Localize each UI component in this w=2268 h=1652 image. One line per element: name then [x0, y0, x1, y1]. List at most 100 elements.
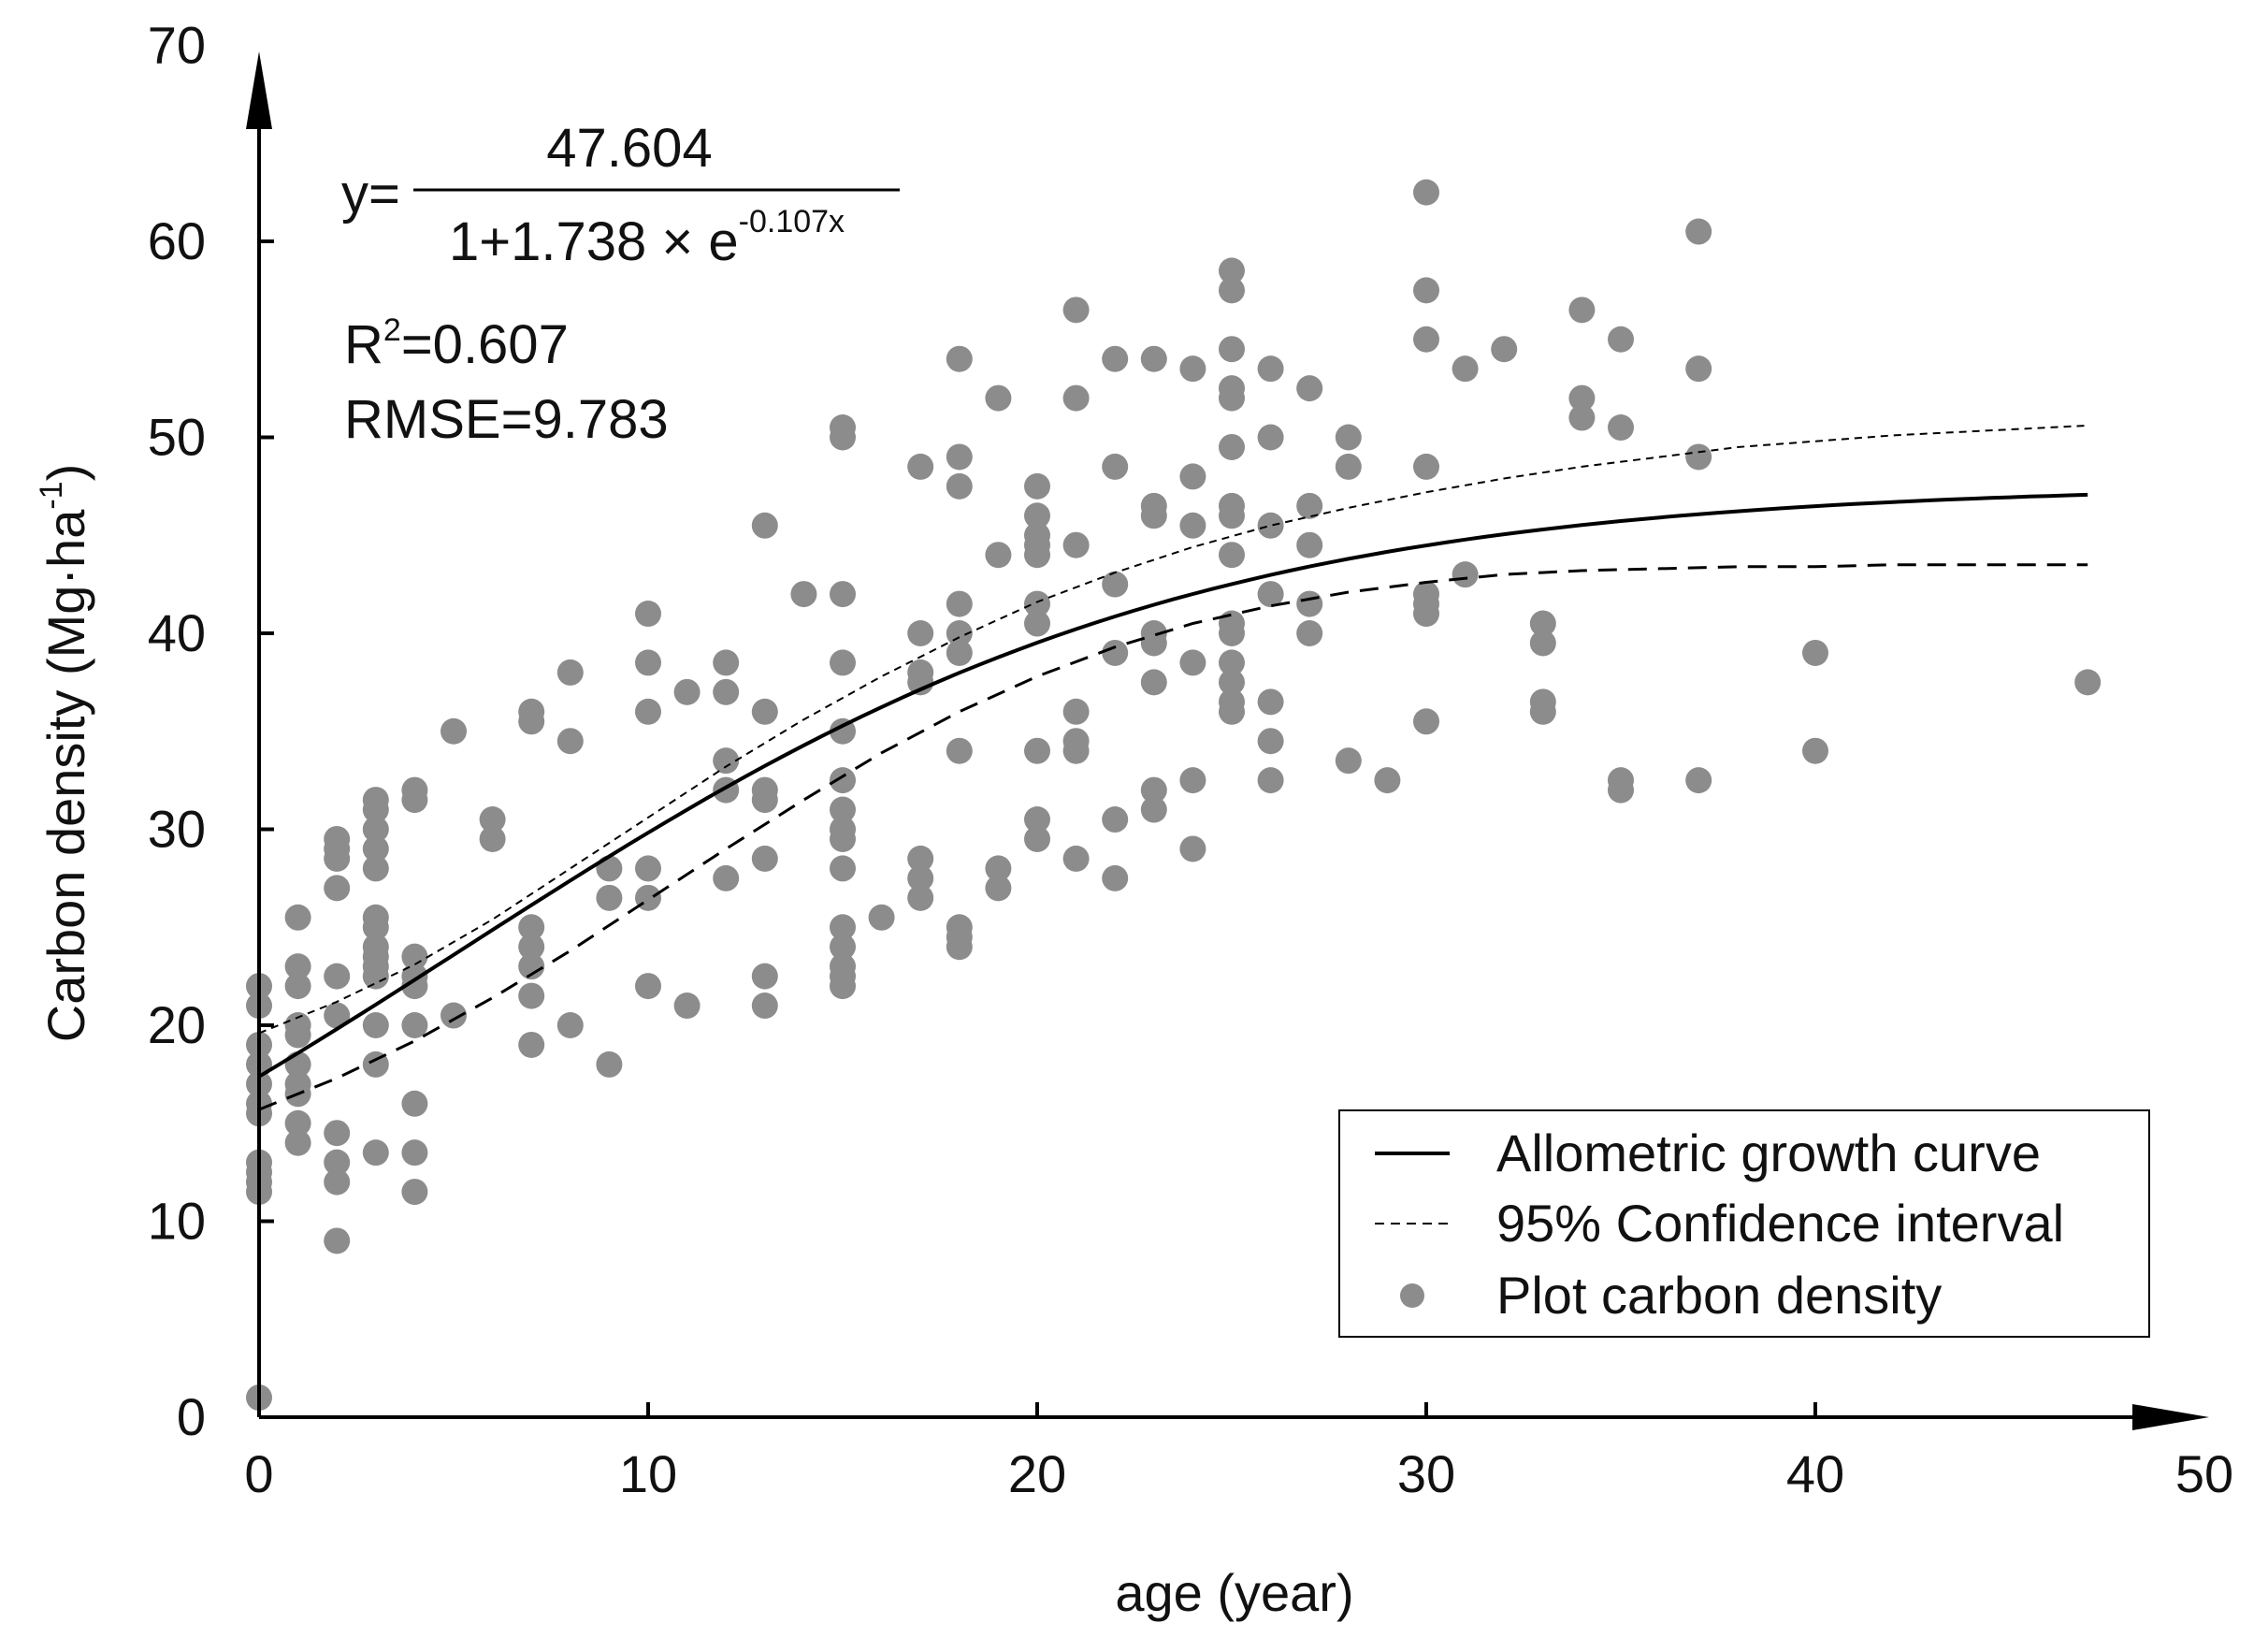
- axis-ticks: 0 10 20 30 40 50 0 10 20 30 40 50 60 70: [148, 16, 2233, 1504]
- data-point: [2074, 669, 2102, 696]
- equation-annotation: y= 47.604 1+1.738 × e-0.107x R2=0.607 RM…: [341, 118, 900, 450]
- legend-box: [1338, 1109, 2150, 1338]
- data-point: [751, 787, 778, 814]
- data-point: [1219, 336, 1245, 363]
- x-tick-label: 0: [244, 1444, 273, 1503]
- data-point: [1062, 297, 1090, 324]
- data-point: [556, 659, 584, 686]
- data-point: [1296, 620, 1323, 646]
- data-point: [324, 1149, 351, 1176]
- data-point: [362, 816, 389, 843]
- data-point: [1413, 708, 1439, 735]
- data-point: [518, 934, 545, 961]
- data-point: [868, 904, 895, 931]
- data-point: [1102, 571, 1129, 598]
- data-point: [1685, 767, 1712, 794]
- data-point: [324, 1002, 351, 1029]
- data-point: [1335, 453, 1362, 480]
- x-tick-label: 20: [1008, 1444, 1066, 1503]
- data-point: [946, 443, 973, 471]
- data-point: [635, 855, 661, 882]
- data-point: [1062, 531, 1090, 558]
- data-point: [946, 345, 973, 372]
- data-points: [246, 179, 2102, 1412]
- data-point: [713, 747, 740, 775]
- data-point: [985, 855, 1012, 882]
- data-point: [1219, 620, 1245, 646]
- data-point: [1802, 639, 1828, 666]
- data-point: [1257, 767, 1284, 794]
- data-point: [1413, 326, 1439, 353]
- equation-prefix: y=: [341, 164, 400, 225]
- growth-curve: [257, 492, 2088, 1079]
- r-squared-exponent: 2: [383, 312, 401, 348]
- data-point: [324, 875, 351, 902]
- data-point: [1257, 355, 1284, 383]
- data-point: [518, 953, 545, 980]
- data-point: [907, 453, 934, 480]
- data-point: [401, 943, 428, 970]
- data-point: [1335, 747, 1362, 775]
- data-point: [1685, 443, 1712, 471]
- data-point: [596, 1051, 623, 1078]
- data-point: [1219, 502, 1245, 529]
- data-point: [401, 973, 428, 1000]
- data-point: [362, 835, 389, 862]
- data-point: [1568, 384, 1596, 412]
- data-point: [751, 993, 778, 1020]
- data-point: [1102, 639, 1129, 666]
- data-point: [518, 708, 545, 735]
- data-point: [324, 1168, 351, 1196]
- data-point: [673, 678, 701, 705]
- growth-curve-line: [257, 492, 2088, 1079]
- legend: Allometric growth curve 95% Confidence i…: [1338, 1109, 2150, 1338]
- data-point: [1179, 649, 1206, 676]
- data-point: [1296, 375, 1323, 402]
- legend-label-points: Plot carbon density: [1496, 1266, 1942, 1325]
- data-point: [1568, 404, 1596, 431]
- data-point: [284, 953, 311, 980]
- data-point: [751, 512, 778, 539]
- data-point: [324, 963, 351, 990]
- data-point: [985, 542, 1012, 569]
- data-point: [1179, 355, 1206, 383]
- y-tick-label: 40: [148, 603, 206, 662]
- data-point: [1413, 277, 1439, 304]
- data-point: [830, 581, 856, 608]
- data-point: [1024, 590, 1050, 617]
- data-point: [1102, 806, 1129, 833]
- data-point: [946, 737, 973, 764]
- data-point: [751, 845, 778, 872]
- data-point: [790, 581, 817, 608]
- data-point: [324, 1227, 351, 1254]
- equation-exponent: -0.107x: [739, 204, 845, 239]
- data-point: [1257, 581, 1284, 608]
- x-tick-label: 10: [619, 1444, 677, 1503]
- data-point: [1219, 649, 1245, 676]
- ci-lower-line: [258, 563, 2088, 1111]
- data-point: [635, 649, 661, 676]
- data-point: [830, 825, 856, 852]
- r-squared: R2=0.607: [344, 312, 569, 375]
- y-axis-label: Carbon density (Mg·ha-1): [34, 464, 95, 1043]
- data-point: [713, 678, 740, 705]
- data-point: [362, 914, 389, 941]
- data-point: [284, 1022, 311, 1049]
- data-point: [1452, 355, 1479, 383]
- data-point: [556, 1012, 584, 1038]
- data-point: [362, 855, 389, 882]
- data-point: [830, 717, 856, 745]
- y-axis-label-close: ): [36, 464, 95, 482]
- data-point: [324, 845, 351, 872]
- legend-dot-swatch: [1400, 1283, 1424, 1308]
- data-point: [985, 384, 1012, 412]
- data-point: [1102, 453, 1129, 480]
- data-point: [441, 1002, 467, 1029]
- data-point: [907, 669, 934, 696]
- data-point: [1296, 590, 1323, 617]
- axes: [246, 51, 2209, 1430]
- data-point: [284, 973, 311, 1000]
- data-point: [830, 855, 856, 882]
- confidence-interval-lines: [258, 424, 2088, 1111]
